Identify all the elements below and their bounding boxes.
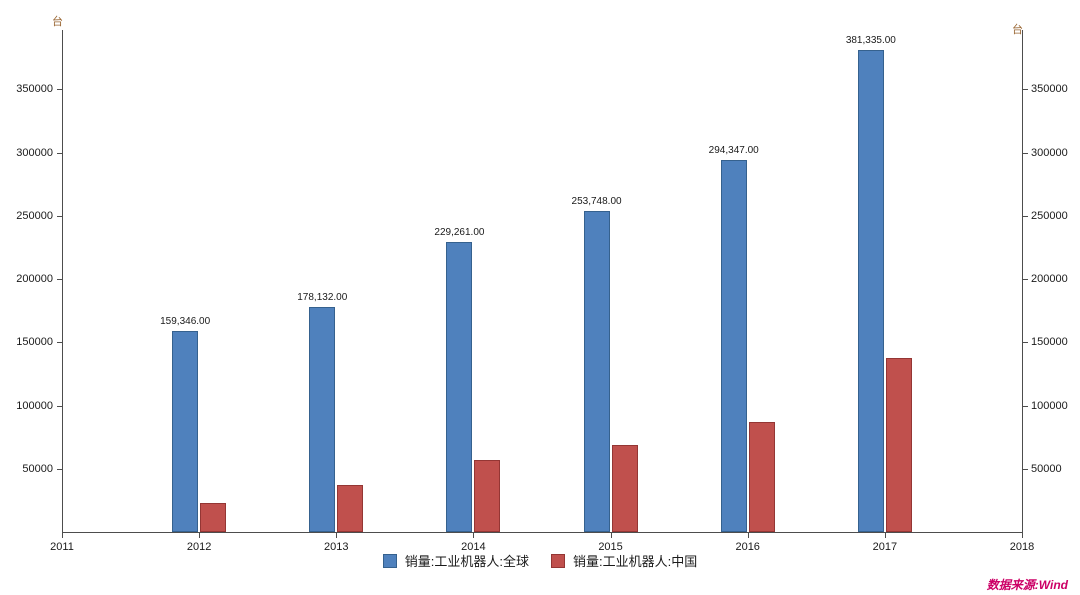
bar-global-2014 bbox=[446, 242, 473, 532]
y-axis-label-left: 300000 bbox=[16, 146, 53, 159]
bar-value-label-2015: 253,748.00 bbox=[571, 196, 622, 208]
x-tick bbox=[1022, 533, 1023, 538]
y-tick-right bbox=[1023, 342, 1028, 344]
y-tick-left bbox=[57, 215, 62, 217]
y-tick-right bbox=[1023, 405, 1028, 407]
x-tick bbox=[610, 533, 612, 538]
y-axis-label-right: 100000 bbox=[1031, 399, 1068, 412]
y-tick-left bbox=[57, 152, 62, 154]
bar-global-2015 bbox=[583, 211, 610, 532]
y-tick-right bbox=[1023, 468, 1028, 470]
x-axis-label: 2016 bbox=[735, 541, 760, 553]
legend-swatch-china bbox=[551, 553, 565, 568]
bar-china-2017 bbox=[885, 357, 912, 532]
x-tick bbox=[62, 533, 63, 538]
y-axis-unit-left: 台 bbox=[52, 16, 63, 28]
y-axis-unit-right: 台 bbox=[1012, 24, 1023, 36]
bar-global-2016 bbox=[720, 159, 747, 532]
x-axis-label: 2011 bbox=[50, 541, 74, 553]
bar-value-label-2016: 294,347.00 bbox=[708, 144, 759, 156]
y-axis-label-right: 250000 bbox=[1031, 209, 1068, 222]
x-tick bbox=[884, 533, 886, 538]
x-axis-label: 2013 bbox=[324, 541, 349, 553]
y-axis-right bbox=[1022, 30, 1023, 532]
x-tick bbox=[336, 533, 338, 538]
bar-value-label-2014: 229,261.00 bbox=[434, 227, 485, 239]
x-axis-label: 2015 bbox=[598, 541, 623, 553]
y-tick-left bbox=[57, 405, 62, 407]
bar-value-label-2017: 381,335.00 bbox=[845, 34, 896, 46]
y-axis-label-right: 350000 bbox=[1031, 83, 1068, 96]
y-axis-label-left: 250000 bbox=[16, 209, 53, 222]
y-tick-left bbox=[57, 342, 62, 344]
legend: 销量:工业机器人:全球 销量:工业机器人:中国 bbox=[0, 551, 1080, 570]
bar-china-2012 bbox=[200, 502, 227, 532]
y-tick-left bbox=[57, 468, 62, 470]
y-axis-left bbox=[62, 30, 63, 532]
bar-china-2013 bbox=[337, 485, 364, 532]
legend-swatch-global bbox=[382, 553, 397, 568]
y-axis-label-right: 300000 bbox=[1031, 146, 1068, 159]
x-tick bbox=[473, 533, 475, 538]
source-note: 数据来源:Wind bbox=[986, 578, 1068, 592]
x-axis-label: 2018 bbox=[1009, 541, 1035, 553]
bar-china-2016 bbox=[748, 421, 775, 532]
y-tick-left bbox=[57, 279, 62, 281]
x-axis-label: 2012 bbox=[186, 541, 212, 553]
x-axis bbox=[62, 532, 1023, 533]
bar-global-2012 bbox=[172, 330, 199, 532]
bar-value-label-2012: 159,346.00 bbox=[160, 315, 211, 327]
y-tick-right bbox=[1023, 152, 1028, 154]
bar-china-2014 bbox=[474, 459, 501, 532]
x-axis-label: 2014 bbox=[461, 541, 486, 553]
y-axis-label-right: 50000 bbox=[1031, 462, 1062, 475]
bar-global-2017 bbox=[857, 49, 884, 532]
x-tick bbox=[747, 533, 749, 538]
x-tick bbox=[199, 533, 201, 538]
bar-value-label-2013: 178,132.00 bbox=[297, 291, 348, 303]
x-axis-label: 2017 bbox=[872, 541, 898, 553]
y-axis-label-right: 200000 bbox=[1031, 273, 1068, 286]
y-tick-right bbox=[1023, 279, 1028, 281]
y-axis-label-left: 150000 bbox=[16, 336, 53, 349]
y-axis-label-left: 100000 bbox=[16, 399, 53, 412]
y-tick-right bbox=[1023, 89, 1028, 91]
y-axis-label-left: 50000 bbox=[22, 462, 53, 475]
y-tick-left bbox=[57, 89, 62, 91]
legend-label-global: 销量:工业机器人:全球 bbox=[404, 554, 529, 569]
bar-global-2013 bbox=[309, 306, 336, 532]
y-axis-label-left: 200000 bbox=[16, 273, 53, 286]
legend-label-china: 销量:工业机器人:中国 bbox=[573, 554, 698, 569]
y-axis-label-left: 350000 bbox=[16, 83, 53, 96]
bar-china-2015 bbox=[611, 444, 638, 532]
y-axis-label-right: 150000 bbox=[1031, 336, 1068, 349]
y-tick-right bbox=[1023, 215, 1028, 217]
